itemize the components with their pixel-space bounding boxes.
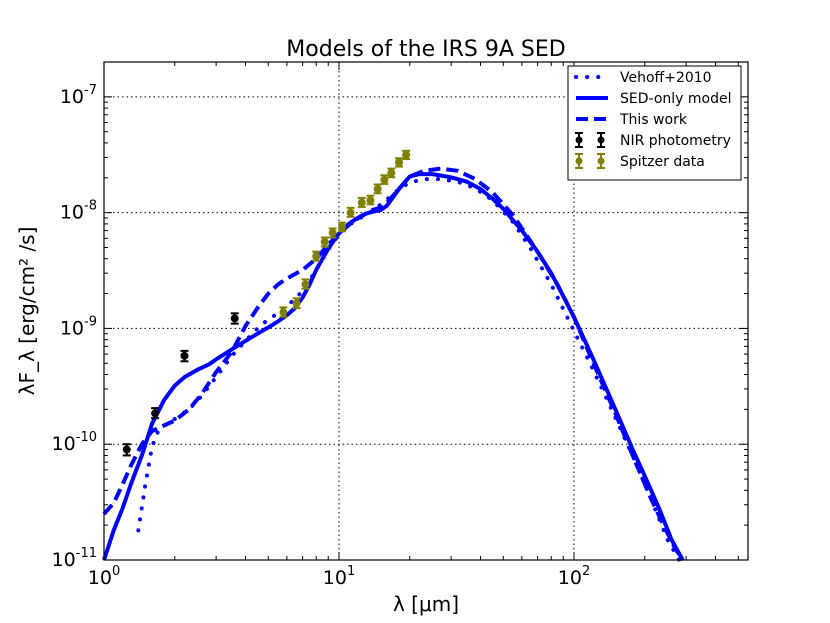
nir-photometry-point: [122, 443, 131, 457]
plot-frame: [103, 61, 749, 561]
legend-label: Spitzer data: [620, 154, 705, 170]
spitzer-data-point: [279, 306, 288, 318]
spitzer-data-point: [301, 278, 310, 290]
legend: Vehoff+2010 SED-only model This work NIR ph…: [567, 65, 742, 181]
spitzer-data-point: [402, 149, 411, 161]
spitzer-data-point: [380, 174, 389, 185]
legend-entry-this-work: This work: [576, 112, 688, 128]
nir-photometry-point: [151, 407, 160, 420]
series-layer: [102, 166, 685, 562]
legend-label: NIR photometry: [620, 133, 731, 149]
spitzer-data-point: [312, 250, 321, 262]
legend-entry-vehoff-2010: Vehoff+2010: [574, 70, 712, 86]
legend-entry-sed-only-model: SED-only model: [576, 91, 731, 107]
spitzer-data-point: [394, 157, 403, 168]
nir-photometry-point: [230, 312, 239, 325]
y-tick-label: 10-11: [52, 546, 97, 571]
points-layer: [122, 149, 411, 457]
spitzer-data-point: [357, 196, 366, 208]
legend-box: [567, 65, 742, 181]
legend-entries: Vehoff+2010 SED-only model This work NIR ph…: [574, 70, 731, 170]
x-tick-label: 102: [558, 564, 590, 589]
chart-title: Models of the IRS 9A SED: [286, 37, 565, 62]
y-axis-label: λF_λ [erg/cm² /s]: [15, 227, 39, 396]
series-line-this-work: [102, 166, 685, 562]
y-tick-label: 10-7: [60, 83, 97, 108]
spitzer-data-point: [338, 221, 347, 233]
legend-entry-spitzer-data: Spitzer data: [575, 153, 705, 170]
y-tick-label: 10-9: [60, 314, 97, 339]
y-tick-label: 10-10: [52, 430, 97, 455]
legend-label: SED-only model: [620, 91, 731, 107]
x-axis-label: λ [μm]: [393, 592, 459, 616]
spitzer-data-point: [292, 297, 301, 310]
y-tick-label: 10-8: [60, 199, 97, 224]
spitzer-data-point: [387, 167, 396, 179]
spitzer-data-point: [373, 183, 382, 195]
spitzer-data-point: [320, 236, 329, 248]
legend-entry-nir-photometry: NIR photometry: [575, 132, 731, 149]
spitzer-data-point: [366, 194, 375, 206]
axis-layer: 100 101 102 10-11 10-10 10-9 10-8 10-7: [52, 61, 748, 589]
spitzer-data-point: [328, 227, 337, 239]
x-tick-label: 101: [323, 564, 355, 589]
nir-photometry-point: [180, 349, 189, 363]
legend-label: This work: [619, 112, 688, 128]
x-tick-label: 100: [88, 564, 120, 589]
spitzer-data-point: [346, 206, 355, 218]
legend-label: Vehoff+2010: [620, 70, 712, 86]
